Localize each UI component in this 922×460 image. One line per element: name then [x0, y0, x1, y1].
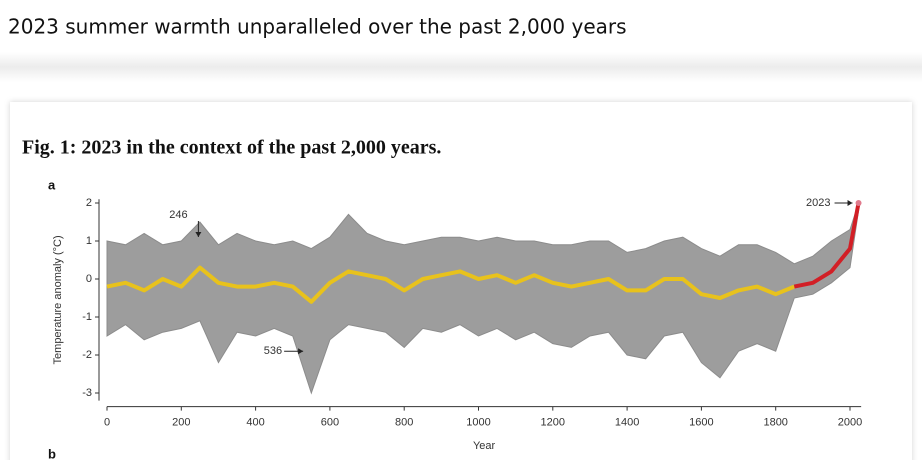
- panel-label: a: [48, 177, 56, 192]
- annotation: 246: [169, 209, 187, 221]
- chart: -3 -2 -1 0 1 2 0 200 400 600 800 1000 1200 1400 1600 18…: [52, 197, 862, 452]
- x-tick-label: 1000: [466, 417, 490, 429]
- y-tick-label: -3: [82, 387, 92, 399]
- series-line: [793, 202, 861, 289]
- x-tick-label: 0: [104, 417, 110, 429]
- series-line: [106, 265, 796, 304]
- x-tick-label: 800: [395, 417, 413, 429]
- y-tick-label: 2: [86, 197, 92, 209]
- x-tick-label: 1600: [689, 417, 713, 429]
- y-tick-label: -1: [82, 311, 92, 323]
- x-axis-label: Year: [473, 440, 496, 452]
- y-tick-label: -2: [82, 349, 92, 361]
- annotation: 2023: [806, 197, 830, 209]
- panel-label: b: [48, 446, 56, 460]
- annotation-point: [855, 200, 862, 206]
- annotation-arrowhead: [847, 200, 853, 206]
- figure-caption: Fig. 1: 2023 in the context of the past …: [22, 137, 441, 159]
- annotation-arrowhead: [195, 232, 202, 237]
- y-axis-label: Temperature anomaly (°C): [52, 235, 64, 364]
- divider: [0, 52, 922, 82]
- y-tick-label: 1: [86, 235, 92, 247]
- x-tick-label: 2000: [838, 417, 862, 429]
- x-tick-label: 400: [246, 417, 264, 429]
- x-tick-label: 1400: [615, 417, 639, 429]
- x-tick-label: 1200: [541, 417, 565, 429]
- x-tick-label: 600: [321, 417, 339, 429]
- page-title: 2023 summer warmth unparalleled over the…: [8, 15, 627, 39]
- x-tick-label: 200: [172, 417, 190, 429]
- annotation: 536: [264, 345, 282, 357]
- x-tick-label: 1800: [763, 417, 787, 429]
- y-tick-label: 0: [86, 273, 92, 285]
- annotation-arrowhead: [298, 348, 304, 355]
